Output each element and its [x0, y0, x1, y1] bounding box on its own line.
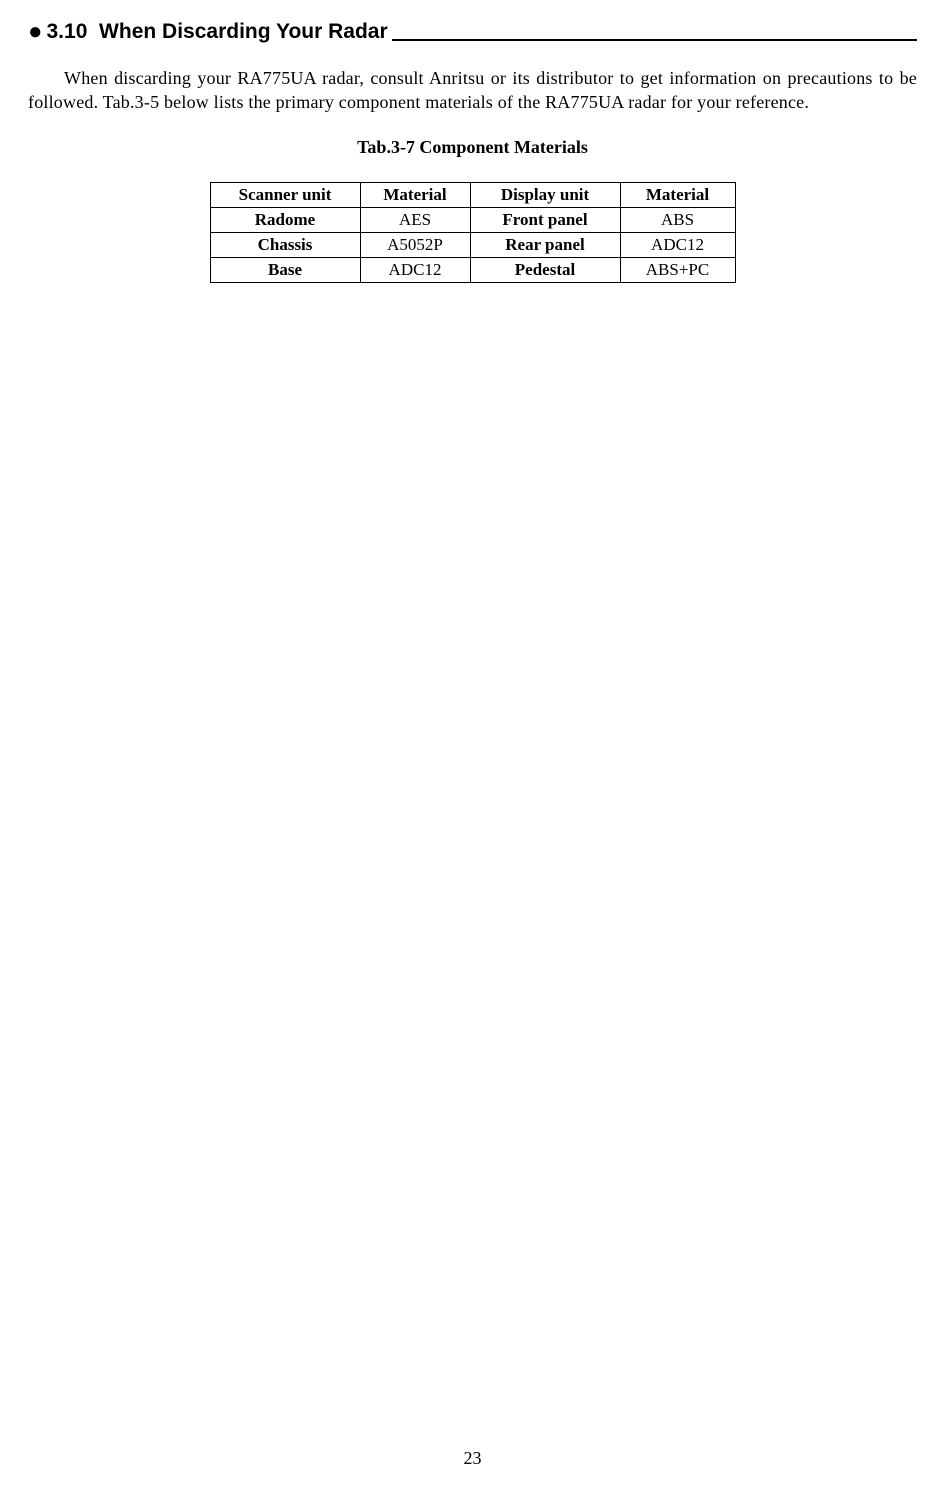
table-cell: Base: [210, 257, 360, 282]
materials-table: Scanner unit Material Display unit Mater…: [210, 182, 736, 283]
body-paragraph: When discarding your RA775UA radar, cons…: [28, 66, 917, 115]
heading-title: When Discarding Your Radar: [99, 20, 388, 43]
table-cell: AES: [360, 207, 470, 232]
table-header-cell: Material: [620, 182, 735, 207]
table-cell: ADC12: [620, 232, 735, 257]
heading-number: 3.10: [47, 20, 88, 43]
table-row: Base ADC12 Pedestal ABS+PC: [210, 257, 735, 282]
table-cell: A5052P: [360, 232, 470, 257]
table-header-cell: Display unit: [470, 182, 620, 207]
heading-rule: [392, 39, 917, 41]
heading-text: 3.10 When Discarding Your Radar: [47, 20, 388, 44]
table-cell: Front panel: [470, 207, 620, 232]
table-caption: Tab.3-7 Component Materials: [28, 137, 917, 158]
table-cell: ABS: [620, 207, 735, 232]
table-cell: ADC12: [360, 257, 470, 282]
table-header-cell: Material: [360, 182, 470, 207]
table-cell: Rear panel: [470, 232, 620, 257]
section-heading: ● 3.10 When Discarding Your Radar: [28, 20, 917, 44]
table-cell: ABS+PC: [620, 257, 735, 282]
table-cell: Pedestal: [470, 257, 620, 282]
table-cell: Radome: [210, 207, 360, 232]
table-header-cell: Scanner unit: [210, 182, 360, 207]
table-cell: Chassis: [210, 232, 360, 257]
table-row: Chassis A5052P Rear panel ADC12: [210, 232, 735, 257]
heading-bullet: ●: [28, 20, 43, 44]
page-number: 23: [0, 1448, 945, 1469]
table-row: Radome AES Front panel ABS: [210, 207, 735, 232]
table-header-row: Scanner unit Material Display unit Mater…: [210, 182, 735, 207]
